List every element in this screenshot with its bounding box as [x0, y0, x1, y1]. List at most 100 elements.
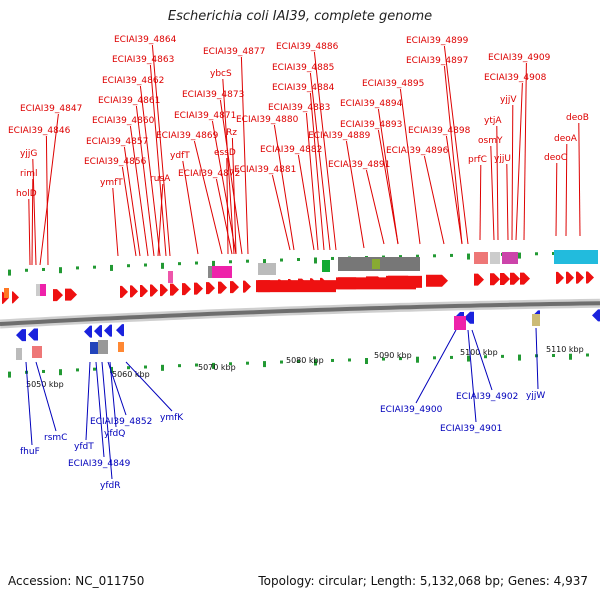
forward-gene-label: ECIAI39_4872 — [178, 169, 240, 179]
forward-gene-label: ECIAI39_4860 — [92, 116, 155, 126]
forward-gene-label: ECIAI39_4882 — [260, 145, 322, 155]
forward-gene-label: essD — [214, 148, 236, 158]
forward-gene-label: deoB — [566, 113, 589, 123]
forward-gene-leader — [219, 99, 243, 255]
forward-gene-leader — [157, 183, 164, 257]
forward-gene-arrow — [490, 273, 500, 286]
feature-block — [32, 346, 42, 358]
reverse-gene-leader — [25, 361, 33, 446]
forward-gene-leader — [32, 158, 37, 266]
forward-gene-leader — [222, 78, 235, 255]
upper-track-tick — [450, 253, 453, 257]
forward-gene-label: ECIAI39_4857 — [86, 137, 148, 147]
forward-gene-label: ECIAI39_4908 — [484, 73, 547, 83]
reverse-gene-label: yfdR — [100, 481, 120, 491]
upper-track-tick — [42, 267, 45, 271]
forward-gene-leader — [365, 169, 385, 245]
forward-gene-arrow — [130, 285, 138, 298]
forward-gene-label: ECIAI39_4909 — [488, 53, 551, 63]
reverse-gene-label: yfdT — [74, 442, 94, 452]
forward-gene-label: ybcS — [210, 69, 232, 79]
forward-gene-arrow — [65, 288, 77, 301]
upper-track-tick — [144, 263, 147, 267]
forward-gene-label: ECIAI39_4891 — [328, 160, 390, 170]
forward-gene-leader — [215, 178, 233, 255]
lower-track-tick — [586, 353, 589, 357]
reverse-gene-label: ECIAI39_4902 — [456, 392, 518, 402]
lower-track-tick — [297, 359, 300, 363]
forward-gene-label: rusA — [150, 174, 171, 184]
reverse-gene-label: ECIAI39_4901 — [440, 424, 502, 434]
reverse-gene-label: ECIAI39_4852 — [90, 417, 152, 427]
forward-gene-leader — [39, 113, 59, 266]
forward-gene-arrow — [243, 280, 251, 293]
lower-track-tick — [450, 355, 453, 359]
upper-track-tick — [399, 255, 402, 259]
forward-gene-arrow — [160, 284, 168, 297]
reverse-gene-arrow — [116, 324, 124, 337]
reverse-gene-arrow — [94, 325, 102, 338]
lower-track-tick — [552, 353, 555, 357]
forward-gene-label: ECIAI39_4885 — [272, 63, 334, 73]
upper-track-tick — [161, 262, 164, 269]
reverse-gene-arrow — [104, 324, 112, 337]
forward-gene-arrow — [230, 281, 239, 294]
forward-gene-label: ECIAI39_4877 — [203, 47, 265, 57]
lower-track-tick — [433, 356, 436, 360]
forward-gene-leader — [490, 145, 495, 241]
feature-block — [258, 263, 276, 275]
upper-track-tick — [93, 265, 96, 269]
forward-gene-label: ECIAI39_4898 — [408, 126, 471, 136]
upper-track-tick — [195, 261, 198, 265]
forward-gene-leader — [112, 187, 119, 257]
forward-gene-leader — [231, 137, 237, 255]
forward-gene-label: ECIAI39_4847 — [20, 104, 82, 114]
upper-track-tick — [127, 264, 130, 268]
forward-gene-leader — [240, 56, 249, 255]
feature-block — [16, 348, 22, 360]
lower-track-tick — [348, 358, 351, 362]
forward-gene-leader — [129, 125, 149, 257]
forward-gene-label: riml — [20, 169, 37, 179]
feature-block — [554, 250, 598, 264]
forward-gene-arrow — [53, 289, 63, 302]
forward-gene-arrow — [556, 271, 564, 284]
forward-gene-label: ymfT — [100, 178, 123, 188]
forward-gene-arrow — [120, 285, 128, 298]
lower-track-tick — [144, 365, 147, 369]
scale-label: 5110 kbp — [546, 345, 584, 354]
reverse-gene-leader — [467, 329, 477, 423]
forward-gene-label: prfC — [468, 155, 487, 165]
forward-gene-leader — [31, 178, 34, 266]
lower-track-tick — [161, 364, 164, 371]
forward-gene-label: ECIAI39_4881 — [234, 165, 296, 175]
reverse-gene-leader — [125, 361, 173, 412]
scale-label: 5100 kbp — [460, 348, 498, 357]
forward-gene-arrow — [586, 271, 594, 284]
reverse-gene-label: yfdQ — [104, 429, 125, 439]
feature-block — [474, 252, 488, 264]
forward-gene-leader — [139, 85, 161, 257]
scale-label: 5090 kbp — [374, 351, 412, 360]
reverse-gene-leader — [415, 329, 457, 404]
forward-gene-label: ECIAI39_4895 — [362, 79, 424, 89]
upper-track-tick — [246, 259, 249, 263]
reverse-gene-leader — [35, 361, 57, 432]
upper-track-tick — [331, 256, 334, 260]
forward-gene-label: ECIAI39_4863 — [112, 55, 174, 65]
reverse-gene-arrow — [592, 309, 600, 322]
forward-gene-leader — [151, 44, 171, 257]
forward-gene-arrow — [140, 284, 148, 297]
forward-gene-leader — [211, 120, 237, 255]
forward-gene-leader — [313, 51, 337, 251]
forward-gene-label: ECIAI39_4884 — [272, 83, 335, 93]
forward-gene-label: Rz — [226, 128, 237, 138]
forward-gene-label: ECIAI39_4894 — [340, 99, 403, 109]
lower-track-tick — [314, 359, 317, 366]
feature-block — [532, 314, 540, 326]
lower-track-tick — [263, 361, 266, 368]
feature-block — [98, 340, 108, 354]
lower-track-tick — [110, 366, 113, 373]
upper-track-tick — [535, 252, 538, 256]
